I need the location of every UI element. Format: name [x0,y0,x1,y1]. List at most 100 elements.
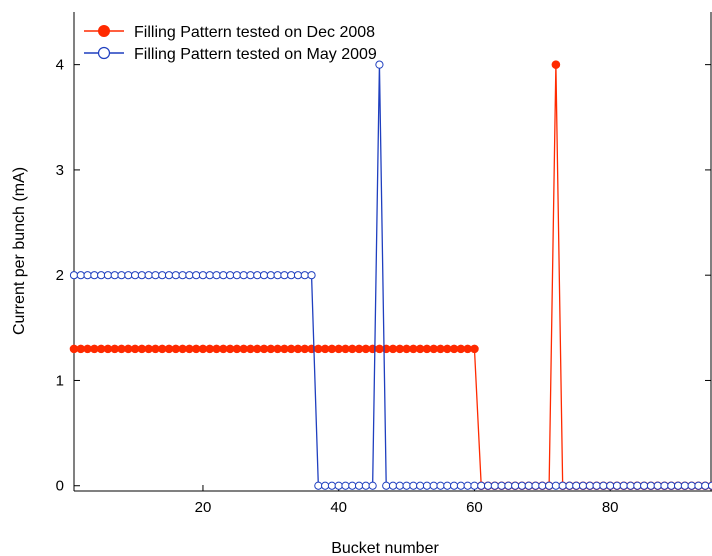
data-point [497,481,506,490]
data-point [164,271,174,280]
data-point [90,271,99,280]
data-point [545,481,554,490]
data-point [219,271,228,280]
data-point [470,344,479,354]
data-point [599,481,608,490]
data-point [198,271,208,280]
data-point [531,481,540,490]
data-point [626,481,635,490]
data-point [334,481,343,490]
data-point [368,481,377,490]
data-point [551,481,560,490]
data-point [232,271,241,280]
data-point [273,271,282,280]
series-1 [69,60,712,490]
x-tick-label: 60 [466,499,483,516]
data-point [382,481,391,490]
data-point [687,481,696,490]
data-point [327,481,337,490]
data-point [504,481,513,490]
data-point [307,271,316,280]
data-point [314,481,323,490]
data-point [280,271,289,280]
data-point [511,481,520,490]
data-point [633,481,642,490]
data-point [97,271,106,280]
legend-label-dec-2008: Filling Pattern tested on Dec 2008 [134,24,375,41]
data-point [158,271,167,280]
data-point [354,481,364,490]
data-point [436,481,445,490]
data-point [246,271,255,280]
data-point [667,481,676,490]
data-point [470,481,479,490]
x-axis-title: Bucket number [331,540,439,556]
data-point [341,481,350,490]
data-point [259,271,269,280]
data-point [388,481,398,490]
data-point [422,481,432,490]
data-point [429,481,438,490]
data-point [117,271,126,280]
data-point [321,481,330,490]
data-point [443,481,452,490]
data-point [239,271,248,280]
legend-label-may-2009: Filling Pattern tested on May 2009 [134,46,377,63]
data-point [83,271,92,280]
data-point [151,271,160,280]
data-point [402,481,411,490]
data-point [300,271,309,280]
data-point [124,271,133,280]
data-point [185,271,194,280]
data-point [694,481,703,490]
legend-marker-dec-2008 [98,25,110,37]
data-point [646,481,656,490]
y-tick-label: 3 [56,162,64,179]
data-point [409,481,418,490]
y-axis-title: Current per bunch (mA) [11,167,28,335]
x-tick-label: 20 [195,499,212,516]
data-point [287,271,296,280]
data-point [171,271,180,280]
data-point [293,271,303,280]
data-point [395,481,404,490]
data-point [673,481,683,490]
data-point [517,481,527,490]
data-point [137,271,146,280]
data-point [76,271,85,280]
x-tick-label: 80 [602,499,619,516]
data-point [707,481,712,490]
x-tick-label: 40 [330,499,347,516]
data-point [619,481,628,490]
legend: Filling Pattern tested on Dec 2008 Filli… [84,24,377,63]
y-tick-label: 4 [56,57,64,74]
data-point [483,481,493,490]
data-point [361,481,370,490]
y-tick-label: 1 [56,372,64,389]
data-point [212,271,221,280]
data-point [477,481,486,490]
axis-ticks: 20 40 60 80 0 1 2 3 4 [56,57,711,516]
data-point [449,481,459,490]
data-point [606,481,615,490]
data-point [490,481,499,490]
data-point [585,481,594,490]
data-point [463,481,472,490]
data-point [551,60,561,69]
data-point [680,481,689,490]
data-point [144,271,153,280]
data-point [130,271,140,280]
data-point [456,481,465,490]
series-layer [69,60,712,491]
data-point [592,481,601,490]
data-point [416,481,425,490]
data-point [178,271,187,280]
data-point [565,481,574,490]
data-point [612,481,622,490]
data-point [110,271,119,280]
data-point [572,481,581,490]
data-point [103,271,113,280]
data-point [538,481,547,490]
data-point [266,271,275,280]
data-point [701,481,710,490]
